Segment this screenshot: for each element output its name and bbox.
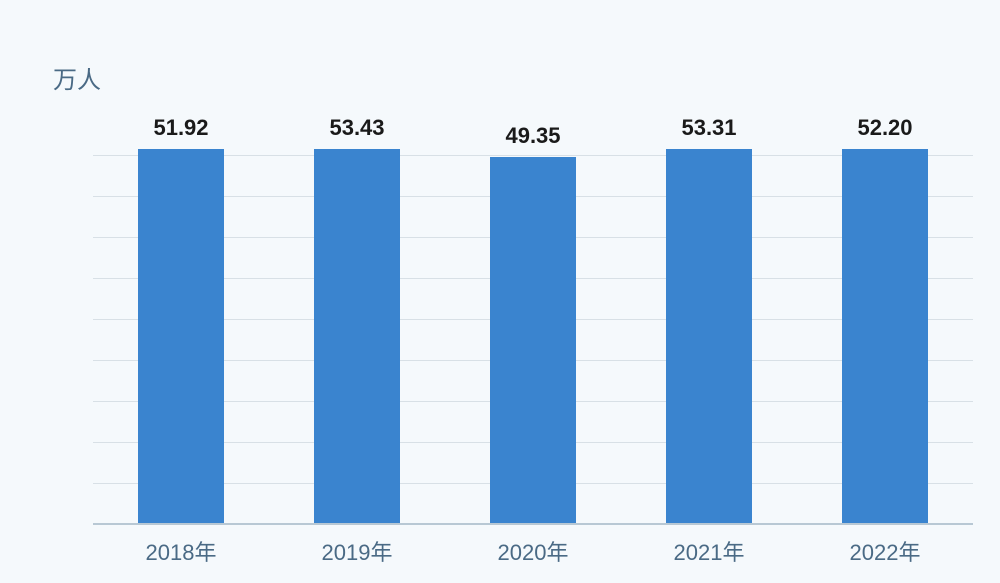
bar-slot: 52.20 xyxy=(797,115,973,525)
bar-slot: 53.43 xyxy=(269,115,445,525)
bar xyxy=(490,157,576,525)
plot-area: 51.92 53.43 49.35 53.31 52.20 xyxy=(93,115,973,525)
x-axis-label: 2020年 xyxy=(445,535,621,567)
x-axis-label: 2018年 xyxy=(93,535,269,567)
x-axis-label: 2022年 xyxy=(797,535,973,567)
bar xyxy=(138,149,224,525)
bar-slot: 51.92 xyxy=(93,115,269,525)
bar xyxy=(842,149,928,525)
bar xyxy=(314,149,400,525)
y-axis-title: 万人 xyxy=(53,60,101,95)
x-axis-line xyxy=(93,523,973,525)
bar-value-label: 52.20 xyxy=(857,115,912,141)
bar-value-label: 49.35 xyxy=(505,123,560,149)
bar-value-label: 51.92 xyxy=(153,115,208,141)
x-axis-label: 2021年 xyxy=(621,535,797,567)
bar-slot: 49.35 xyxy=(445,115,621,525)
bar xyxy=(666,149,752,525)
x-axis-label: 2019年 xyxy=(269,535,445,567)
bar-chart: 万人 51.9253.4349.3553.3152.20 2018年2019年2… xyxy=(53,60,973,560)
bar-value-label: 53.43 xyxy=(329,115,384,141)
x-axis-labels: 2018年2019年2020年2021年2022年 xyxy=(93,535,973,567)
bar-slot: 53.31 xyxy=(621,115,797,525)
bar-value-label: 53.31 xyxy=(681,115,736,141)
